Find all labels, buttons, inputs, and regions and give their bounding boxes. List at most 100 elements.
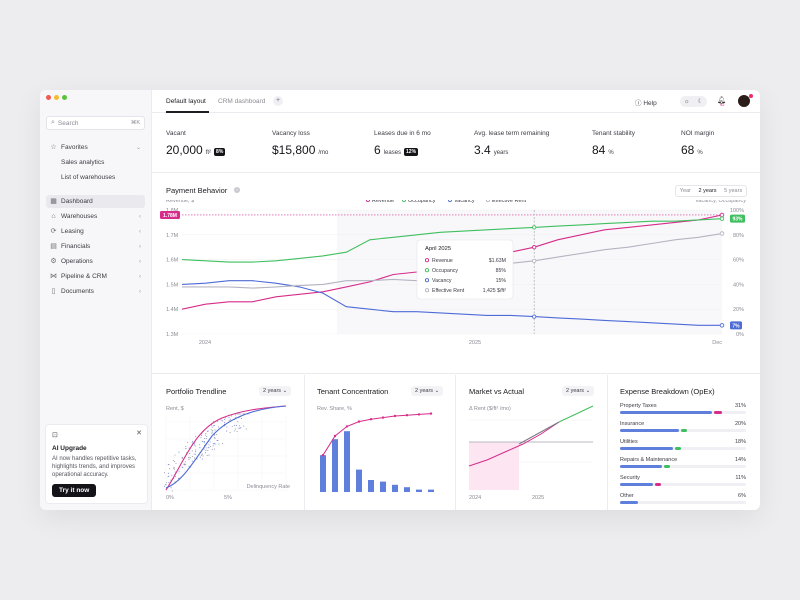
scatter-point — [239, 425, 241, 427]
kpi-unit: years — [493, 150, 509, 156]
vacancy-end-badge — [730, 321, 742, 330]
scatter-point — [204, 438, 206, 440]
y-axis-title: Revenue, $ — [166, 200, 194, 204]
theme-toggle[interactable]: ☼ ☾ — [680, 96, 707, 107]
expense-label: Repairs & Maintenance — [620, 457, 678, 463]
scatter-point — [203, 448, 205, 450]
tooltip-label: Revenue — [432, 258, 453, 264]
divider — [152, 172, 760, 173]
scatter-point — [191, 450, 193, 452]
kpi-tenant-stability: Tenant stability 84% — [592, 130, 635, 157]
scatter-point — [171, 474, 173, 476]
legend-label: Revenue — [372, 200, 394, 204]
try-it-now-button[interactable]: Try it now — [52, 484, 97, 497]
kpi-unit: /mo — [318, 150, 329, 156]
sidebar-item-pipeline-crm[interactable]: ⋈ Pipeline & CRM ‹ — [46, 270, 145, 283]
scatter-point — [207, 447, 209, 449]
hover-point — [532, 245, 537, 250]
bar — [356, 469, 362, 492]
scatter-point — [189, 457, 191, 459]
pipeline-icon: ⋈ — [50, 273, 57, 280]
scatter-point — [240, 426, 242, 429]
search-input[interactable]: ⌕ Search ⌘K — [46, 116, 145, 130]
cumulative-point — [357, 420, 361, 423]
scatter-point — [211, 449, 213, 451]
kpi-value: 3.4 — [474, 143, 491, 157]
scatter-point — [208, 444, 210, 446]
cumulative-point — [333, 434, 337, 438]
chart-tooltip: April 2025 Revenue $1.63M Occupancy 85% Vacan… — [416, 239, 514, 300]
scatter-point — [229, 432, 231, 434]
add-tab-button[interactable]: + — [273, 96, 283, 106]
info-icon[interactable]: i — [234, 187, 240, 193]
sidebar-item-operations[interactable]: ⚙ Operations ‹ — [46, 255, 145, 268]
window-controls — [46, 95, 67, 100]
chevron-left-icon: ‹ — [139, 213, 141, 220]
tooltip-box — [416, 239, 514, 300]
revenue-highlight-badge — [160, 210, 180, 219]
scatter-point — [228, 416, 230, 419]
scatter-point — [233, 424, 236, 427]
tab-default-layout[interactable]: Default layout — [166, 98, 206, 105]
occupancy-end-badge — [730, 214, 745, 223]
scatter-point — [168, 472, 170, 474]
range-option-year[interactable]: Year — [679, 188, 691, 194]
maximize-window-button[interactable] — [62, 95, 67, 100]
x-tick-label: 5% — [224, 495, 232, 501]
trendline-revenue — [165, 405, 287, 491]
range-option-5-years[interactable]: 5 years — [724, 188, 743, 194]
portfolio-range-select[interactable]: 2 years ⌄ — [259, 386, 292, 396]
minimize-window-button[interactable] — [54, 95, 59, 100]
favorite-item-warehouses[interactable]: List of warehouses — [61, 174, 116, 181]
sidebar-item-leasing[interactable]: ⟳ Leasing ‹ — [46, 225, 145, 238]
favorite-item-sales-analytics[interactable]: Sales analytics — [61, 159, 105, 166]
scatter-point — [195, 449, 197, 451]
scatter-point — [211, 432, 213, 434]
sun-icon: ☼ — [684, 98, 690, 105]
forecast-line — [558, 405, 594, 423]
close-window-button[interactable] — [46, 95, 51, 100]
kpi-label: Vacancy loss — [272, 130, 310, 137]
scatter-point — [167, 475, 169, 478]
bar — [404, 487, 410, 492]
series-end-marker — [719, 216, 725, 221]
top-bar: Default layout CRM dashboard + ⓘ Help ☼ ☾… — [152, 90, 760, 113]
scatter-point — [237, 413, 239, 415]
kpi-unit: leases — [383, 150, 402, 156]
x-tick-label: 2025 — [532, 495, 544, 501]
tab-crm-dashboard[interactable]: CRM dashboard — [218, 98, 266, 105]
operations-icon: ⚙ — [50, 258, 57, 265]
scatter-point — [195, 451, 197, 453]
y-tick-label: 1.5M — [166, 282, 179, 288]
sidebar-favorites[interactable]: ☆ Favorites ⌄ — [46, 141, 145, 154]
chevron-down-icon: ⌄ — [282, 388, 288, 394]
scatter-point — [236, 430, 238, 432]
scatter-point — [195, 445, 197, 447]
expense-bar-accent — [663, 465, 670, 468]
market-range-select[interactable]: 2 years ⌄ — [562, 386, 595, 396]
expense-bar — [620, 483, 746, 486]
bell-icon[interactable]: 🔔︎ — [717, 97, 726, 104]
avatar[interactable] — [737, 94, 751, 108]
y-axis-title: Δ Rent ($/ft² /mo) — [469, 406, 511, 412]
tooltip-marker — [424, 288, 430, 293]
sidebar-item-documents[interactable]: ▯ Documents ‹ — [46, 285, 145, 298]
legend-label: Vacancy — [454, 200, 475, 204]
kpi-label: Tenant stability — [592, 130, 635, 137]
range-option-2-years[interactable]: 2 years — [698, 188, 717, 194]
scatter-point — [240, 413, 242, 415]
sidebar-item-dashboard[interactable]: ▦ Dashboard — [46, 195, 145, 208]
help-button[interactable]: ⓘ Help — [635, 97, 657, 107]
tenant-range-select[interactable]: 2 years ⌄ — [411, 386, 444, 396]
expense-bar-accent — [654, 483, 661, 486]
sidebar-item-warehouses[interactable]: ⌂ Warehouses ‹ — [46, 210, 145, 223]
scatter-point — [173, 468, 176, 470]
sidebar-item-financials[interactable]: ▤ Financials ‹ — [46, 240, 145, 253]
kpi-noi-margin: NOI margin 68% — [681, 130, 714, 157]
scatter-point — [242, 413, 244, 415]
y2-tick-label: 60% — [733, 258, 744, 264]
close-icon[interactable]: ✕ — [136, 430, 142, 437]
legend-marker — [447, 200, 453, 203]
chevron-left-icon: ‹ — [139, 258, 141, 265]
expense-bar-accent — [681, 429, 688, 432]
